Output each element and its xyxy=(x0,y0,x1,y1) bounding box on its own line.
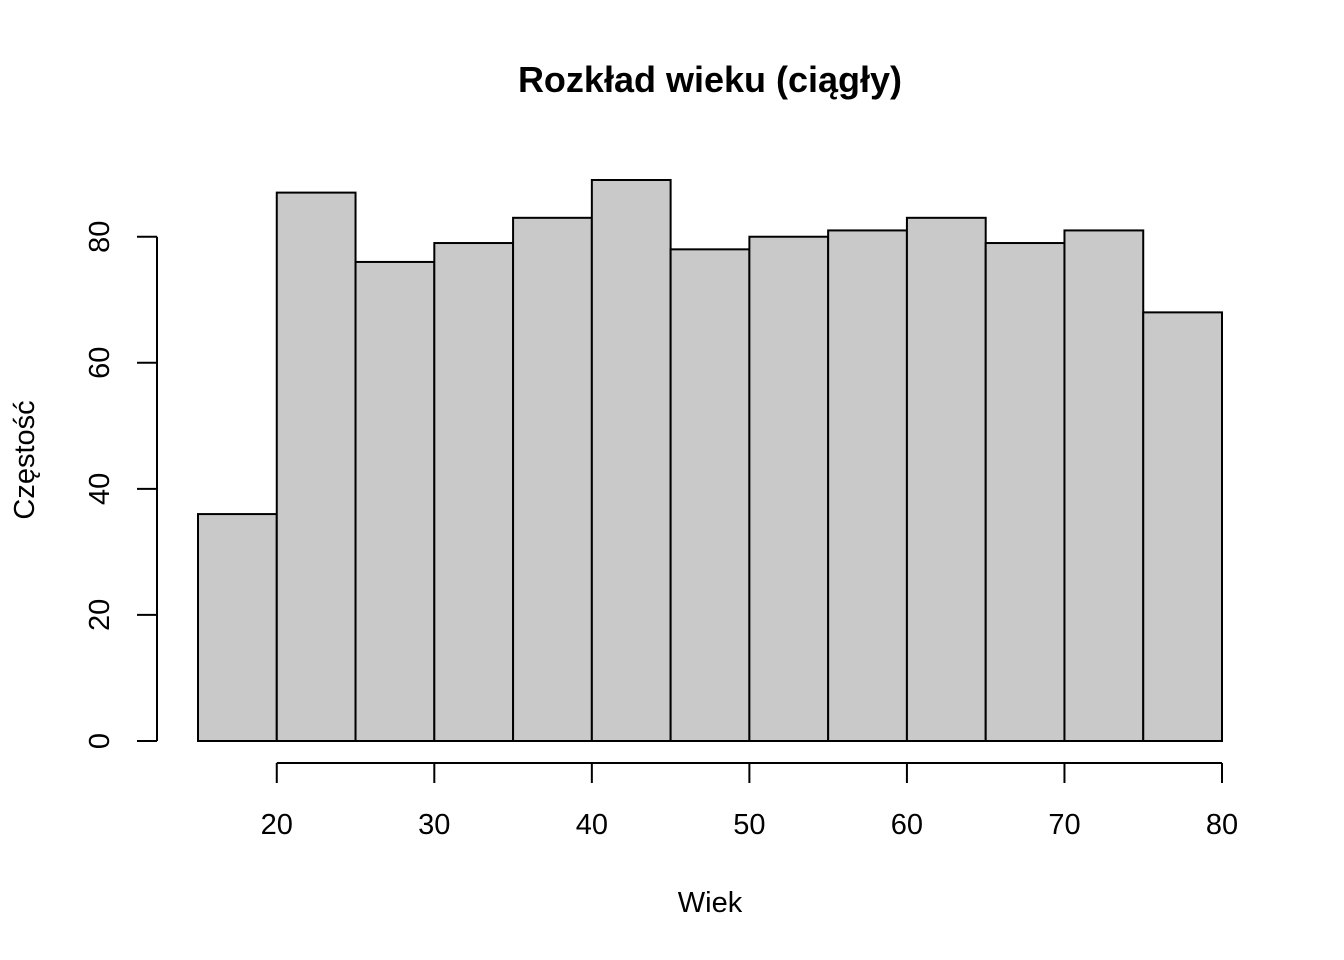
x-tick-label: 30 xyxy=(418,809,450,841)
x-tick-label: 60 xyxy=(891,809,923,841)
y-tick-label: 60 xyxy=(84,347,116,379)
histogram-bar xyxy=(1063,229,1145,742)
histogram-bar xyxy=(905,216,987,742)
y-axis-label: Częstość xyxy=(9,400,41,519)
y-tick-label: 40 xyxy=(84,473,116,505)
x-tick-label: 70 xyxy=(1048,809,1080,841)
y-tick-label: 0 xyxy=(84,733,116,749)
x-tick-label: 40 xyxy=(576,809,608,841)
histogram-bar xyxy=(354,260,436,742)
x-axis-label: Wiek xyxy=(678,887,743,919)
histogram-bar xyxy=(197,513,278,743)
x-tick-label: 80 xyxy=(1206,809,1238,841)
histogram-bar xyxy=(512,216,593,742)
y-tick-label: 20 xyxy=(84,599,116,631)
y-axis: 0 20 40 60 80 xyxy=(84,221,158,749)
x-tick-label: 50 xyxy=(733,809,765,841)
x-tick-label: 20 xyxy=(261,809,293,841)
histogram-bar xyxy=(590,179,672,742)
histogram-bar xyxy=(1142,311,1223,742)
x-axis: 20 30 40 50 60 70 80 xyxy=(261,762,1238,841)
histogram-bar xyxy=(275,191,357,742)
histogram-bar xyxy=(669,248,751,743)
bars-group xyxy=(197,179,1223,743)
histogram-bar xyxy=(433,242,515,742)
histogram-bar xyxy=(984,242,1066,742)
histogram-bar xyxy=(827,229,908,742)
histogram-bar xyxy=(748,235,830,742)
y-tick-label: 80 xyxy=(84,221,116,253)
chart-title: Rozkład wieku (ciągły) xyxy=(518,59,902,100)
